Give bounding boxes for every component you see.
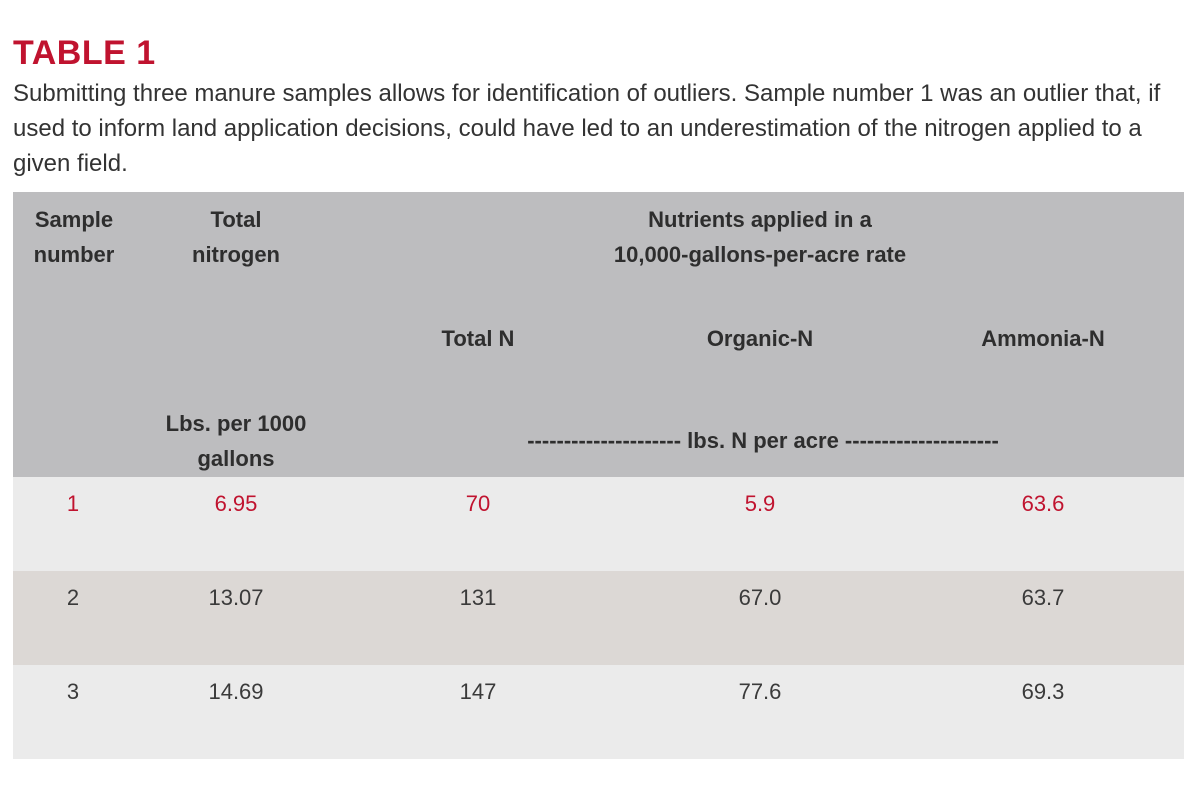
cell-ammonia-n: 63.6 xyxy=(1021,491,1065,516)
table-title: TABLE 1 xyxy=(13,34,156,72)
header-total-nitrogen-line2: nitrogen xyxy=(192,242,280,267)
cell-sample: 2 xyxy=(66,585,80,610)
cell-organic-n: 67.0 xyxy=(738,585,782,610)
header-total-n: Total N xyxy=(441,326,515,351)
header-total-nitrogen-line1: Total xyxy=(210,207,262,232)
cell-total-n: 131 xyxy=(459,585,497,610)
header-unit-left-line2: gallons xyxy=(197,446,275,471)
cell-total-nitrogen: 6.95 xyxy=(214,491,258,516)
cell-total-nitrogen: 13.07 xyxy=(208,585,264,610)
table-caption: Submitting three manure samples allows f… xyxy=(13,80,1161,177)
nutrient-table: Sample number Total nitrogen Nutrients a… xyxy=(13,192,1184,759)
header-sample-line2: number xyxy=(33,242,115,267)
table-row: 1 6.95 70 5.9 63.6 xyxy=(13,477,1184,571)
cell-ammonia-n: 69.3 xyxy=(1021,679,1065,704)
header-unit-lbs-n-per-acre: --------------------- lbs. N per acre --… xyxy=(527,428,999,453)
cell-sample: 3 xyxy=(66,679,80,704)
cell-organic-n: 77.6 xyxy=(738,679,782,704)
table-row: 2 13.07 131 67.0 63.7 xyxy=(13,571,1184,665)
header-total-nitrogen: Total nitrogen xyxy=(136,202,336,272)
cell-ammonia-n: 63.7 xyxy=(1021,585,1065,610)
table-header: Sample number Total nitrogen Nutrients a… xyxy=(13,192,1184,477)
cell-total-n: 147 xyxy=(459,679,497,704)
header-nutrients-group: Nutrients applied in a 10,000-gallons-pe… xyxy=(460,202,1060,272)
header-unit-left-line1: Lbs. per 1000 xyxy=(165,411,307,436)
table-row: 3 14.69 147 77.6 69.3 xyxy=(13,665,1184,759)
header-ammonia-n: Ammonia-N xyxy=(981,326,1105,351)
cell-organic-n: 5.9 xyxy=(744,491,776,516)
cell-sample: 1 xyxy=(66,491,80,516)
header-unit-lbs-per-1000-gallons: Lbs. per 1000 gallons xyxy=(121,406,351,476)
header-organic-n: Organic-N xyxy=(706,326,814,351)
header-group-line1: Nutrients applied in a xyxy=(648,207,872,232)
cell-total-n: 70 xyxy=(465,491,491,516)
header-sample-number: Sample number xyxy=(13,202,135,272)
cell-total-nitrogen: 14.69 xyxy=(208,679,264,704)
header-group-line2: 10,000-gallons-per-acre rate xyxy=(613,242,907,267)
header-sample-line1: Sample xyxy=(34,207,114,232)
